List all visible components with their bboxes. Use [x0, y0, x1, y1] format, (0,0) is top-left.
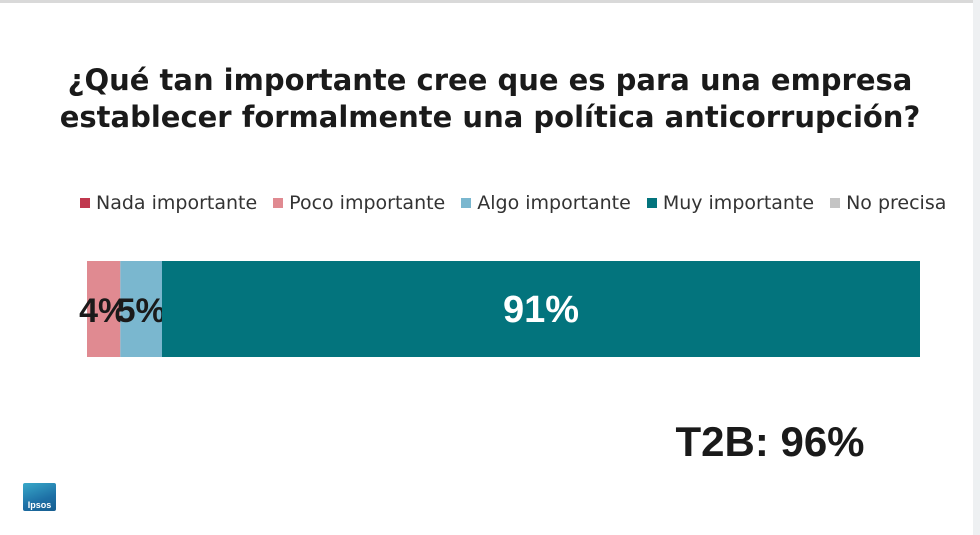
legend-swatch [830, 198, 841, 208]
legend-label: No precisa [846, 192, 947, 214]
legend-label: Algo importante [477, 192, 631, 214]
right-border [973, 0, 980, 535]
legend-item: Nada importante [80, 192, 257, 214]
legend-item: No precisa [830, 192, 946, 214]
ipsos-logo: Ipsos [23, 483, 56, 511]
chart-legend: Nada importante Poco importante Algo impor… [80, 191, 946, 215]
legend-label: Poco importante [289, 192, 446, 214]
legend-item: Muy importante [646, 192, 815, 214]
data-label: 4% [79, 292, 128, 330]
legend-label: Muy importante [662, 192, 815, 214]
bar-segment [161, 261, 921, 357]
bar-segment [87, 261, 121, 357]
legend-item: Algo importante [461, 192, 631, 214]
bar-segment [120, 261, 162, 357]
logo-text: Ipsos [27, 500, 52, 510]
top-border [0, 0, 980, 3]
legend-swatch [646, 198, 657, 208]
legend-swatch [80, 198, 90, 208]
data-label: 91% [503, 289, 579, 331]
data-label: 5% [117, 292, 166, 330]
legend-label: Nada importante [96, 192, 258, 214]
chart-title: ¿Qué tan importante cree que es para una… [59, 63, 921, 134]
t2b-summary: T2B: 96% [675, 418, 865, 465]
legend-swatch [273, 198, 284, 208]
legend-swatch [461, 198, 472, 208]
legend-item: Poco importante [273, 192, 445, 214]
